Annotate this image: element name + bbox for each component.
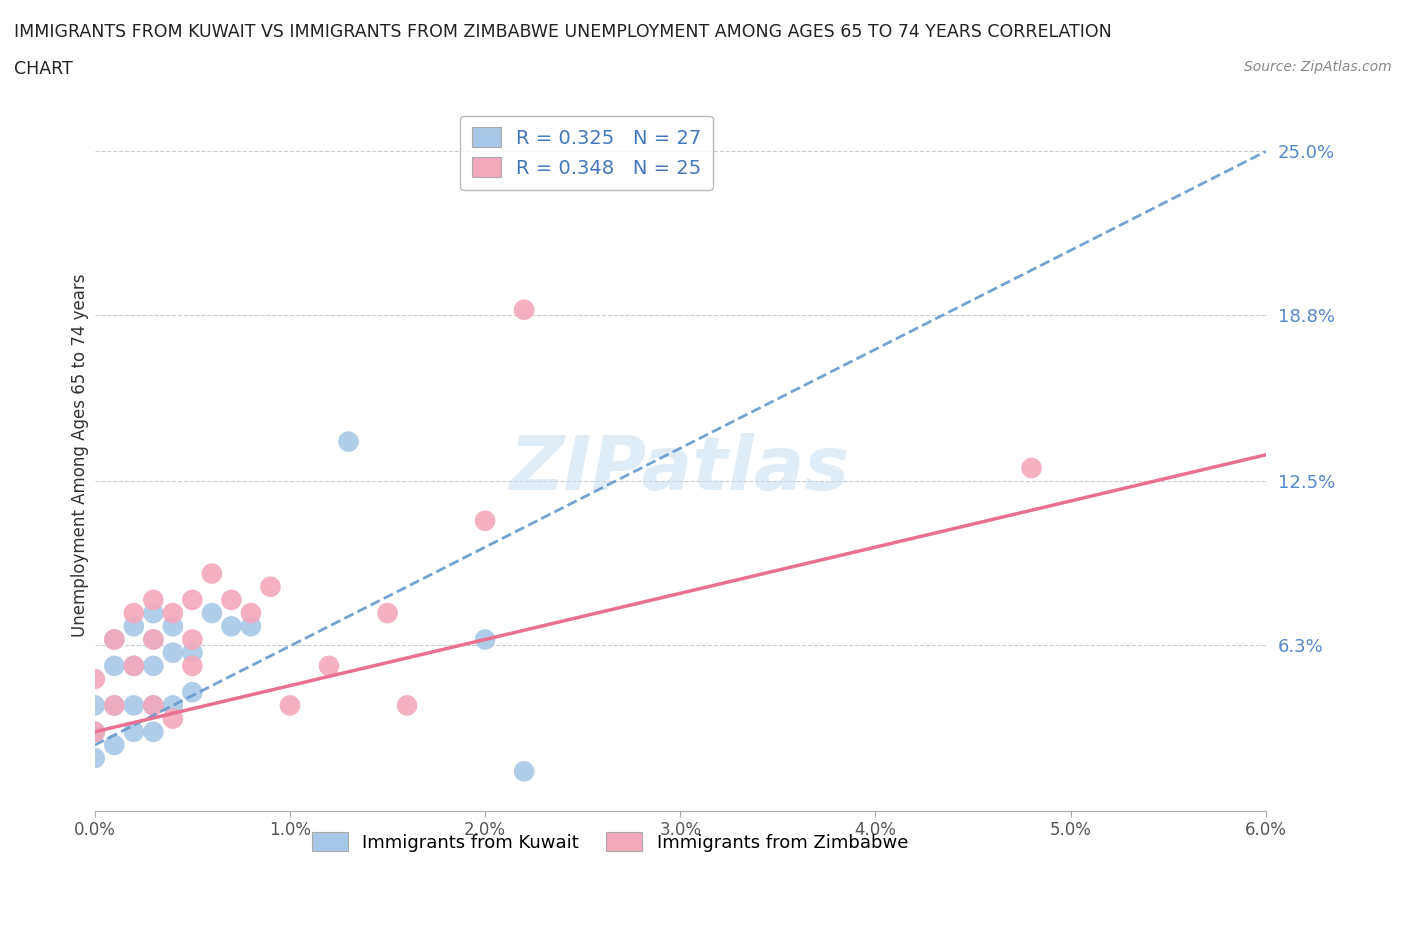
Point	[259, 579, 281, 594]
Point	[142, 698, 165, 713]
Point	[396, 698, 419, 713]
Point	[181, 645, 204, 660]
Point	[122, 698, 145, 713]
Point	[103, 698, 125, 713]
Point	[142, 592, 165, 607]
Point	[278, 698, 301, 713]
Point	[83, 724, 105, 739]
Text: CHART: CHART	[14, 60, 73, 78]
Point	[103, 698, 125, 713]
Point	[122, 618, 145, 633]
Point	[513, 302, 536, 317]
Point	[337, 434, 360, 449]
Point	[221, 618, 243, 633]
Point	[377, 605, 399, 620]
Point	[142, 605, 165, 620]
Point	[181, 658, 204, 673]
Point	[83, 671, 105, 686]
Point	[1021, 460, 1043, 475]
Point	[162, 711, 184, 726]
Point	[201, 605, 224, 620]
Text: Source: ZipAtlas.com: Source: ZipAtlas.com	[1244, 60, 1392, 74]
Y-axis label: Unemployment Among Ages 65 to 74 years: Unemployment Among Ages 65 to 74 years	[72, 273, 89, 636]
Point	[474, 632, 496, 647]
Text: IMMIGRANTS FROM KUWAIT VS IMMIGRANTS FROM ZIMBABWE UNEMPLOYMENT AMONG AGES 65 TO: IMMIGRANTS FROM KUWAIT VS IMMIGRANTS FRO…	[14, 23, 1112, 41]
Point	[513, 764, 536, 778]
Point	[122, 658, 145, 673]
Point	[142, 698, 165, 713]
Point	[201, 566, 224, 581]
Point	[221, 592, 243, 607]
Point	[162, 645, 184, 660]
Point	[162, 618, 184, 633]
Point	[122, 605, 145, 620]
Point	[142, 632, 165, 647]
Point	[103, 737, 125, 752]
Point	[83, 724, 105, 739]
Text: ZIPatlas: ZIPatlas	[510, 432, 851, 506]
Point	[122, 724, 145, 739]
Point	[142, 658, 165, 673]
Point	[239, 605, 262, 620]
Point	[162, 605, 184, 620]
Point	[162, 698, 184, 713]
Point	[142, 724, 165, 739]
Point	[83, 751, 105, 765]
Point	[103, 658, 125, 673]
Point	[181, 592, 204, 607]
Point	[181, 684, 204, 699]
Point	[239, 618, 262, 633]
Point	[83, 698, 105, 713]
Point	[474, 513, 496, 528]
Point	[181, 632, 204, 647]
Legend: Immigrants from Kuwait, Immigrants from Zimbabwe: Immigrants from Kuwait, Immigrants from …	[305, 825, 915, 859]
Point	[103, 632, 125, 647]
Point	[103, 632, 125, 647]
Point	[318, 658, 340, 673]
Point	[122, 658, 145, 673]
Point	[142, 632, 165, 647]
